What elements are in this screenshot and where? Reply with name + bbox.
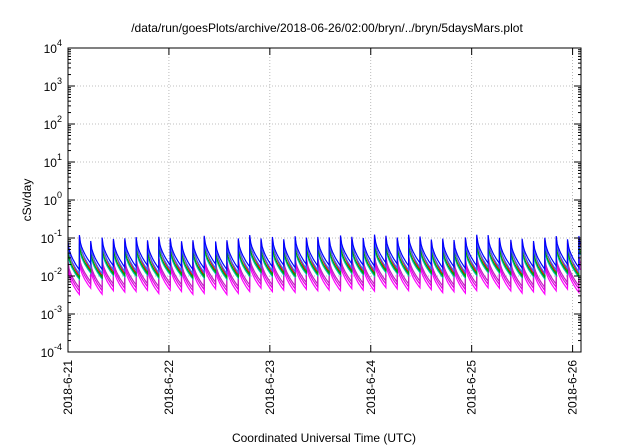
y-tick-label: 10-4 [41,342,62,360]
data-series [67,234,581,297]
x-axis: 2018-6-21 2018-6-22 2018-6-23 2018-6-24 2018… [61,48,580,415]
plot-frame [67,47,582,353]
x-tick-label: 2018-6-23 [263,360,277,415]
series-line [67,245,581,282]
series-line [67,254,581,290]
y-tick-label: 100 [44,190,62,208]
y-tick-label: 102 [44,114,62,132]
y-tick-label: 10-1 [41,228,62,246]
x-axis-label: Coordinated Universal Time (UTC) [232,431,416,445]
y-axis-label: cSv/day [20,179,34,222]
series-line [67,234,581,272]
x-tick-label: 2018-6-24 [364,360,378,415]
grid-lines [68,48,581,352]
y-tick-label: 10-2 [41,266,62,284]
y-tick-label: 101 [44,152,62,170]
chart-title: /data/run/goesPlots/archive/2018-06-26/0… [131,21,523,35]
series-line [67,261,581,297]
series-line [67,242,581,280]
x-tick-label: 2018-6-25 [465,360,479,415]
y-tick-label: 104 [44,38,62,56]
series-line [67,236,581,279]
x-tick-label: 2018-6-26 [566,360,580,415]
y-tick-label: 10-3 [41,304,62,322]
x-tick-label: 2018-6-21 [61,360,75,415]
x-tick-label: 2018-6-22 [162,360,176,415]
series-line [67,257,581,293]
y-axis: 104 103 102 101 100 10-1 10-2 10-3 10-4 [41,38,581,360]
y-tick-label: 103 [44,76,62,94]
series-line [67,238,581,276]
